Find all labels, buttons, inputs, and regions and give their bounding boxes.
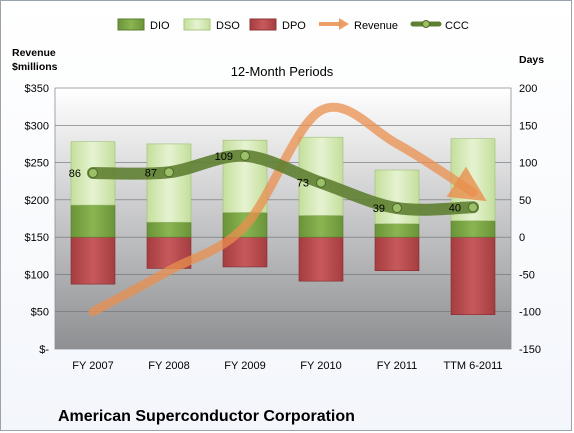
bar-dio	[298, 215, 344, 238]
chart-title: 12-Month Periods	[231, 64, 334, 79]
left-tick-label: $100	[25, 269, 49, 281]
x-tick-label: FY 2009	[224, 360, 265, 372]
bar-dpo	[374, 236, 420, 271]
bar-dio	[70, 204, 116, 238]
legend-item-dio[interactable]: DIO	[117, 18, 170, 32]
ccc-data-label: 39	[373, 203, 385, 215]
ccc-data-label: 87	[145, 167, 157, 179]
bar-dso	[146, 143, 192, 223]
ccc-point	[392, 203, 402, 214]
legend-swatch-dpo	[249, 18, 277, 31]
left-tick-label: $350	[25, 83, 49, 95]
x-tick-label: TTM 6-2011	[443, 360, 502, 372]
ccc-point	[164, 167, 174, 178]
ccc-data-label: 40	[449, 202, 461, 214]
left-tick-label: $200	[25, 195, 49, 207]
plot-area	[54, 87, 512, 350]
bar-dio	[450, 220, 496, 238]
company-name: American Superconductor Corporation	[58, 408, 355, 425]
legend-label-dio: DIO	[150, 20, 170, 32]
right-tick-label: 100	[519, 158, 537, 170]
ccc-data-label: 109	[215, 151, 233, 163]
right-tick-label: -150	[519, 344, 541, 356]
left-tick-label: $150	[25, 232, 49, 244]
legend-label-dso: DSO	[216, 20, 240, 32]
right-tick-label: 150	[519, 120, 537, 132]
legend-label-dpo: DPO	[282, 20, 306, 32]
bar-dio	[146, 221, 192, 238]
x-axis-ticks: FY 2007 FY 2008 FY 2009 FY 2010 FY 2011 TTM 6…	[72, 360, 502, 372]
ccc-line	[87, 149, 479, 216]
legend: DIO DSO DPO Revenue CCC	[117, 18, 469, 32]
ccc-data-label: 73	[297, 178, 309, 190]
ccc-data-label: 86	[69, 168, 81, 180]
right-tick-label: -50	[519, 269, 535, 281]
bar-dpo	[70, 236, 116, 285]
ccc-point	[240, 150, 250, 161]
legend-swatch-dso	[183, 18, 211, 31]
bar-dpo	[450, 236, 496, 315]
bars	[70, 136, 496, 315]
legend-marker-ccc	[422, 20, 430, 28]
x-tick-label: FY 2011	[377, 360, 418, 372]
legend-item-revenue[interactable]: Revenue	[319, 18, 398, 32]
right-tick-label: 200	[519, 83, 537, 95]
bar-dso	[374, 169, 420, 225]
legend-label-revenue: Revenue	[354, 20, 398, 32]
right-tick-label: 50	[519, 195, 531, 207]
legend-arrow-icon	[339, 18, 349, 30]
x-tick-label: FY 2010	[300, 360, 341, 372]
right-axis-title: Days	[519, 54, 544, 66]
legend-item-dso[interactable]: DSO	[183, 18, 240, 32]
left-axis-title-line1: Revenue	[12, 47, 56, 59]
legend-item-ccc[interactable]: CCC	[410, 20, 469, 32]
bar-dio	[374, 223, 420, 238]
legend-swatch-dio	[117, 18, 145, 31]
left-tick-label: $-	[39, 344, 49, 356]
ccc-series: 86 87 109 73 39 40	[69, 149, 479, 216]
ccc-point	[88, 168, 98, 179]
left-tick-label: $50	[31, 307, 49, 319]
right-tick-label: 0	[519, 232, 525, 244]
left-axis-ticks: $- $50 $100 $150 $200 $250 $300 $350	[25, 83, 50, 356]
bar-dpo	[298, 236, 344, 282]
left-tick-label: $300	[25, 120, 49, 132]
legend-item-dpo[interactable]: DPO	[249, 18, 306, 32]
legend-label-ccc: CCC	[445, 20, 469, 32]
left-tick-label: $250	[25, 158, 49, 170]
right-tick-label: -100	[519, 307, 541, 319]
ccc-point	[468, 202, 478, 213]
x-tick-label: FY 2008	[148, 360, 189, 372]
left-axis-title-line2: $millions	[12, 61, 58, 73]
x-tick-label: FY 2007	[72, 360, 113, 372]
ccc-point	[316, 177, 326, 188]
right-axis-ticks: -150 -100 -50 0 50 100 150 200	[519, 83, 541, 356]
